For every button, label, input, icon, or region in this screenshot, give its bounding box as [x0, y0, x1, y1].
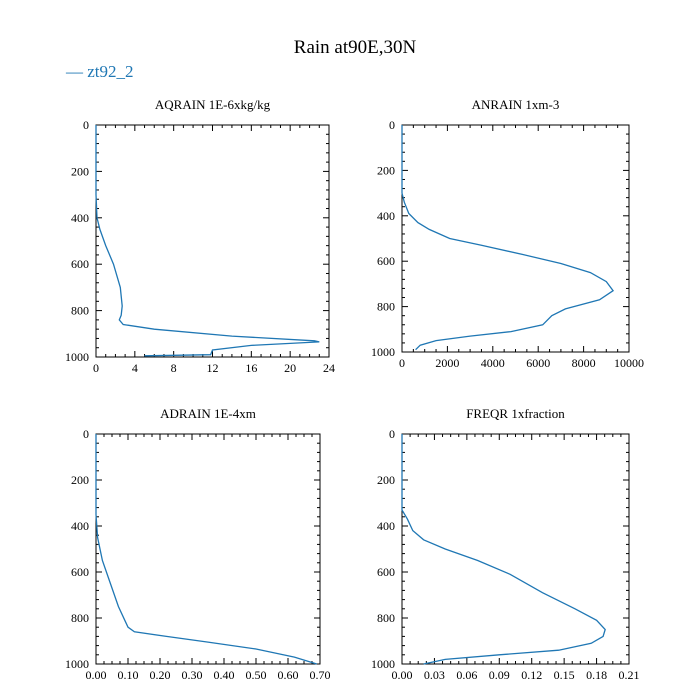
x-tick-label: 0.40 [214, 668, 235, 682]
y-tick-label: 1000 [65, 657, 89, 671]
y-tick-label: 800 [377, 611, 395, 625]
series-line [95, 434, 317, 665]
y-tick-label: 600 [71, 257, 89, 271]
x-tick-label: 8 [171, 361, 177, 375]
panel-title: ADRAIN 1E-4xm [160, 406, 256, 421]
x-tick-label: 0.21 [619, 668, 640, 682]
y-tick-label: 800 [71, 304, 89, 318]
x-tick-label: 0.60 [278, 668, 299, 682]
x-tick-label: 0 [93, 361, 99, 375]
y-tick-label: 600 [71, 565, 89, 579]
x-tick-label: 0.12 [521, 668, 542, 682]
panel-title: AQRAIN 1E-6xkg/kg [155, 97, 271, 112]
x-tick-label: 0.09 [489, 668, 510, 682]
x-tick-label: 10000 [614, 356, 644, 370]
panel-title: FREQR 1xfraction [466, 406, 565, 421]
x-tick-label: 8000 [572, 356, 596, 370]
x-tick-label: 0.00 [392, 668, 413, 682]
y-tick-label: 1000 [65, 350, 89, 364]
y-tick-label: 600 [377, 254, 395, 268]
x-tick-label: 16 [245, 361, 257, 375]
y-tick-label: 0 [389, 118, 395, 132]
panel-1: AQRAIN 1E-6xkg/kg 0 4 8 12 16 20 24 0 200 400 600 80… [65, 97, 335, 375]
y-tick-label: 400 [71, 519, 89, 533]
y-tick-label: 400 [71, 211, 89, 225]
x-tick-label: 0.70 [310, 668, 331, 682]
x-tick-label: 0.30 [182, 668, 203, 682]
x-tick-label: 0.03 [424, 668, 445, 682]
series-line [95, 125, 320, 357]
x-tick-label: 4000 [481, 356, 505, 370]
y-tick-label: 800 [71, 611, 89, 625]
x-tick-label: 24 [323, 361, 335, 375]
y-tick-label: 200 [71, 164, 89, 178]
panel-4: FREQR 1xfraction 0.00 0.03 0.06 0.09 0.12 0.15… [371, 406, 640, 682]
panel-2: ANRAIN 1xm-3 0 2000 4000 6000 8000 10000 0 200 40… [371, 97, 644, 370]
x-tick-label: 0.18 [586, 668, 607, 682]
y-tick-label: 1000 [371, 657, 395, 671]
x-tick-label: 0.06 [456, 668, 477, 682]
x-tick-label: 20 [284, 361, 296, 375]
y-tick-label: 0 [83, 427, 89, 441]
x-tick-label: 0.50 [246, 668, 267, 682]
series-line [401, 125, 615, 351]
x-tick-label: 0 [399, 356, 405, 370]
y-tick-label: 600 [377, 565, 395, 579]
y-tick-label: 0 [83, 118, 89, 132]
plot-frame [401, 433, 630, 665]
x-tick-label: 6000 [526, 356, 550, 370]
x-tick-label: 12 [207, 361, 219, 375]
y-tick-label: 400 [377, 519, 395, 533]
y-tick-label: 0 [389, 427, 395, 441]
figure-title: Rain at90E,30N [294, 37, 417, 58]
y-tick-label: 200 [377, 473, 395, 487]
y-tick-label: 800 [377, 300, 395, 314]
series-line [401, 434, 606, 665]
x-tick-label: 0.20 [150, 668, 171, 682]
x-tick-label: 0.15 [554, 668, 575, 682]
y-tick-label: 200 [71, 473, 89, 487]
x-tick-label: 4 [132, 361, 138, 375]
legend-label: — zt92_2 [65, 62, 134, 81]
panel-title: ANRAIN 1xm-3 [472, 97, 560, 112]
x-tick-label: 0.10 [118, 668, 139, 682]
x-tick-label: 2000 [435, 356, 459, 370]
x-tick-label: 0.00 [86, 668, 107, 682]
plot-frame [401, 124, 630, 353]
y-tick-label: 200 [377, 163, 395, 177]
y-tick-label: 400 [377, 209, 395, 223]
y-tick-label: 1000 [371, 345, 395, 359]
panel-3: ADRAIN 1E-4xm 0.00 0.10 0.20 0.30 0.40 0.50 0.6… [65, 406, 331, 682]
plot-frame [95, 433, 321, 665]
plot-frame [95, 124, 330, 358]
